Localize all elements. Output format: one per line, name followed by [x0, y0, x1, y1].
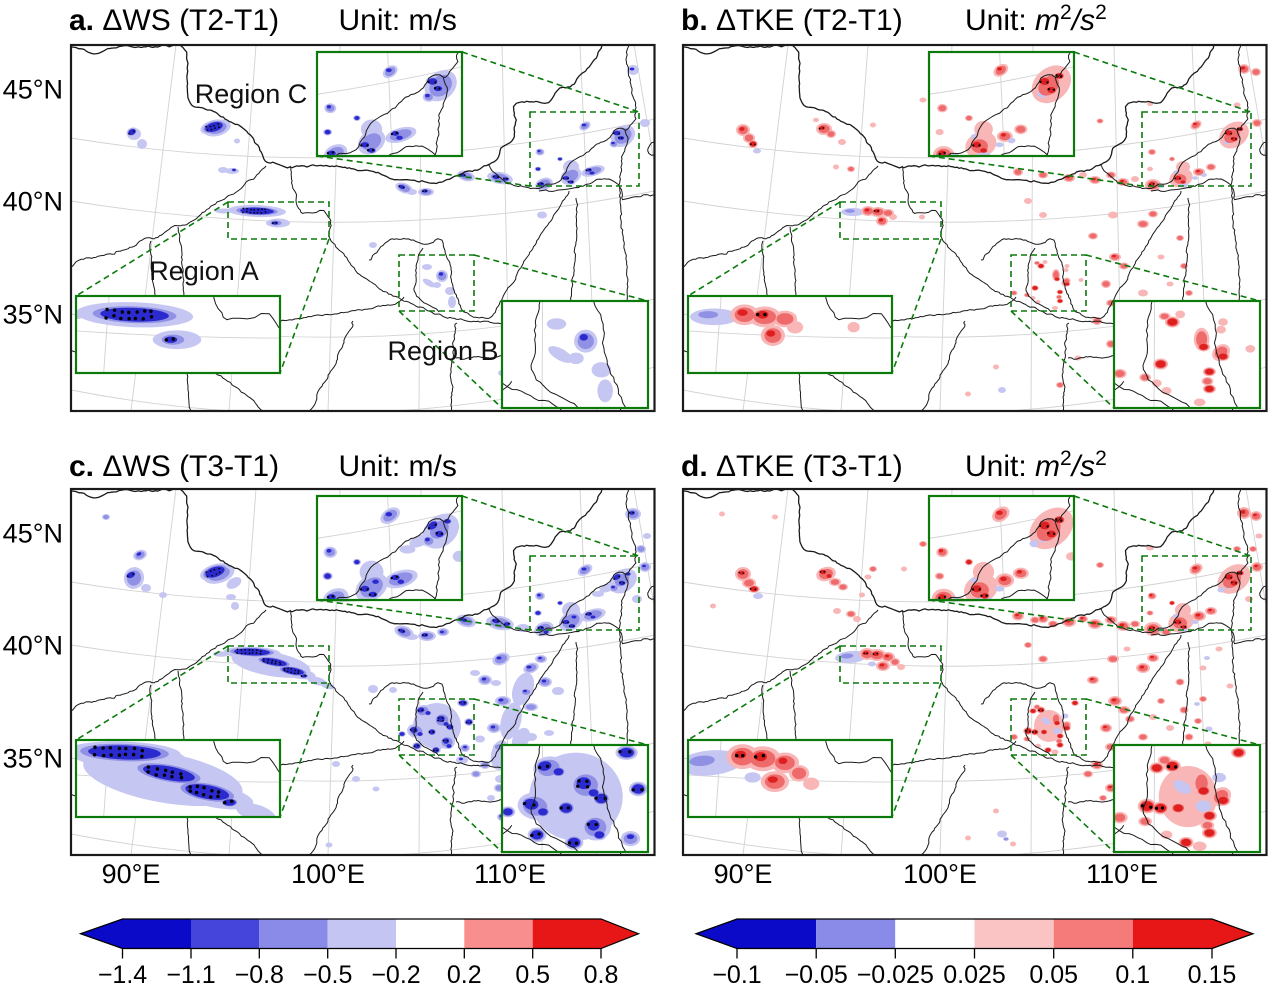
svg-text:90°E: 90°E	[102, 859, 161, 889]
svg-text:0.8: 0.8	[584, 961, 619, 989]
svg-text:c. ΔWS (T3-T1): c. ΔWS (T3-T1)	[69, 450, 279, 483]
svg-text:Unit: m2/s2: Unit: m2/s2	[965, 447, 1107, 483]
svg-text:110°E: 110°E	[474, 859, 546, 889]
svg-text:b. ΔTKE (T2-T1): b. ΔTKE (T2-T1)	[681, 4, 903, 37]
svg-text:40°N: 40°N	[3, 631, 63, 661]
svg-text:−0.1: −0.1	[712, 961, 761, 989]
svg-text:−0.8: −0.8	[235, 961, 284, 989]
svg-text:90°E: 90°E	[714, 859, 773, 889]
svg-text:−1.1: −1.1	[166, 961, 215, 989]
svg-text:−0.2: −0.2	[371, 961, 420, 989]
svg-text:45°N: 45°N	[3, 519, 63, 549]
svg-text:Unit: m/s: Unit: m/s	[339, 4, 457, 37]
svg-text:45°N: 45°N	[3, 75, 63, 105]
svg-text:0.2: 0.2	[447, 961, 482, 989]
svg-text:35°N: 35°N	[3, 300, 63, 330]
svg-text:Region A: Region A	[149, 256, 259, 286]
svg-text:40°N: 40°N	[3, 187, 63, 217]
svg-text:−0.5: −0.5	[303, 961, 352, 989]
svg-text:0.5: 0.5	[515, 961, 550, 989]
svg-text:100°E: 100°E	[903, 859, 977, 889]
svg-text:0.15: 0.15	[1188, 961, 1237, 989]
svg-text:−0.05: −0.05	[785, 961, 848, 989]
svg-text:35°N: 35°N	[3, 744, 63, 774]
svg-text:0.1: 0.1	[1115, 961, 1150, 989]
svg-text:Unit: m/s: Unit: m/s	[339, 450, 457, 483]
svg-text:a. ΔWS (T2-T1): a. ΔWS (T2-T1)	[69, 4, 279, 37]
svg-text:100°E: 100°E	[291, 859, 365, 889]
svg-text:d. ΔTKE (T3-T1): d. ΔTKE (T3-T1)	[681, 450, 903, 483]
svg-text:Region B: Region B	[387, 336, 498, 366]
svg-text:110°E: 110°E	[1086, 859, 1158, 889]
svg-text:Unit: m2/s2: Unit: m2/s2	[965, 1, 1107, 37]
svg-text:0.025: 0.025	[943, 961, 1006, 989]
svg-text:0.05: 0.05	[1029, 961, 1078, 989]
svg-text:−0.025: −0.025	[857, 961, 934, 989]
svg-text:−1.4: −1.4	[98, 961, 147, 989]
svg-text:Region C: Region C	[195, 79, 308, 109]
